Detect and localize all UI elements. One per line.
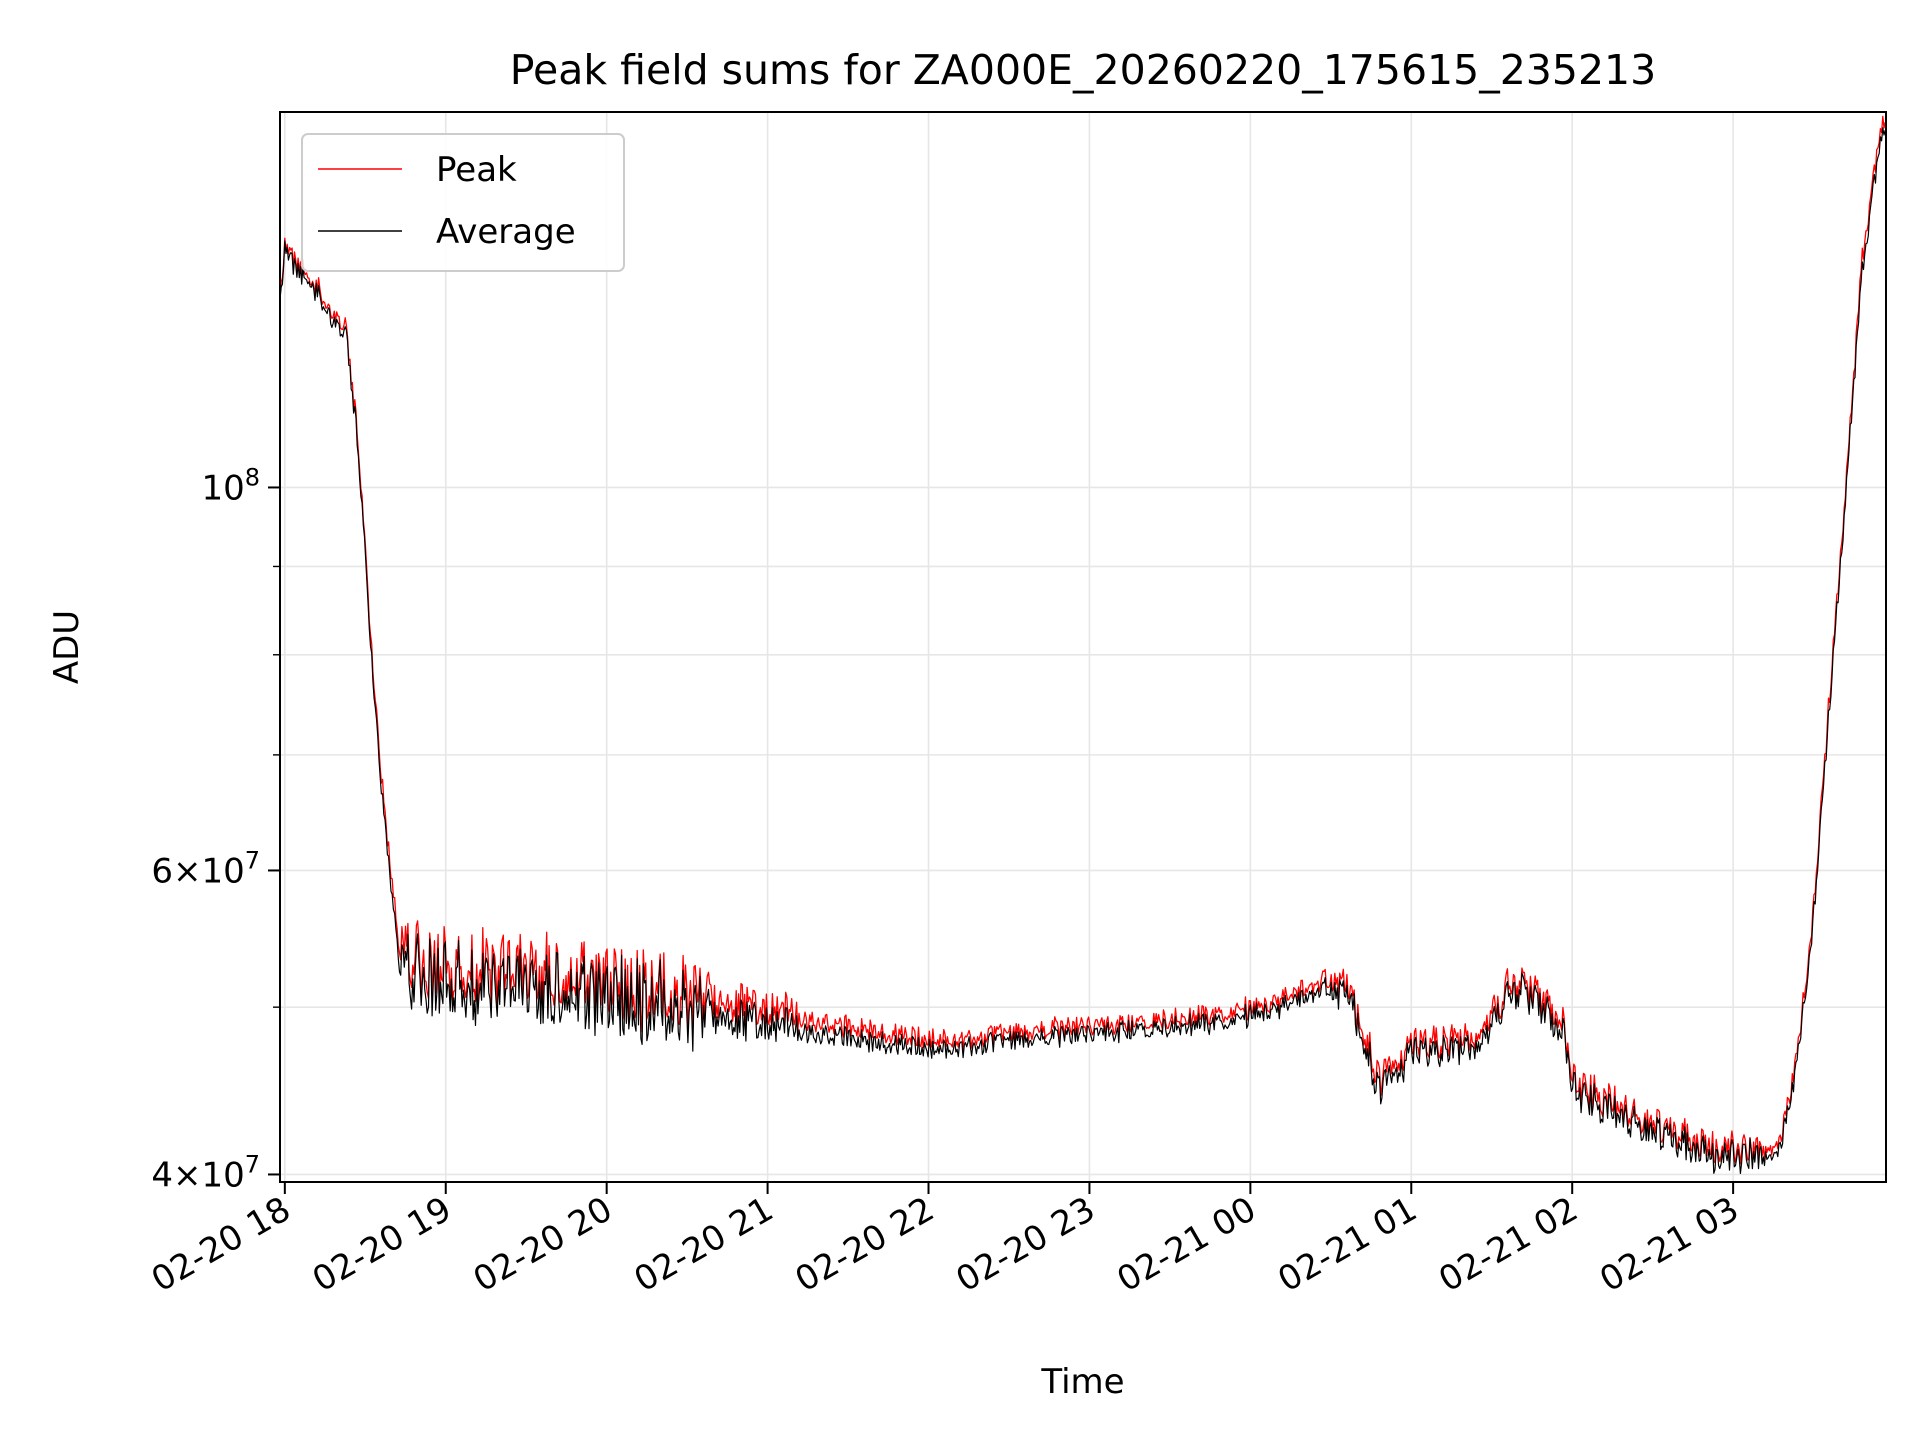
plot-frame bbox=[279, 111, 1887, 1183]
legend-label-peak: Peak bbox=[436, 150, 517, 190]
y-tick-label: 4×107 bbox=[151, 1150, 260, 1195]
legend: Peak Average bbox=[301, 133, 625, 272]
y-tick-label: 108 bbox=[201, 463, 260, 508]
grid-lines bbox=[280, 112, 1886, 1182]
legend-label-average: Average bbox=[436, 212, 576, 252]
series-line-average bbox=[279, 127, 1886, 1174]
y-axis-label: ADU bbox=[47, 610, 87, 684]
series-lines bbox=[279, 115, 1886, 1174]
chart-title: Peak field sums for ZA000E_20260220_1756… bbox=[510, 46, 1656, 94]
y-tick-label: 6×107 bbox=[151, 846, 260, 891]
x-axis-label: Time bbox=[1040, 1362, 1124, 1402]
